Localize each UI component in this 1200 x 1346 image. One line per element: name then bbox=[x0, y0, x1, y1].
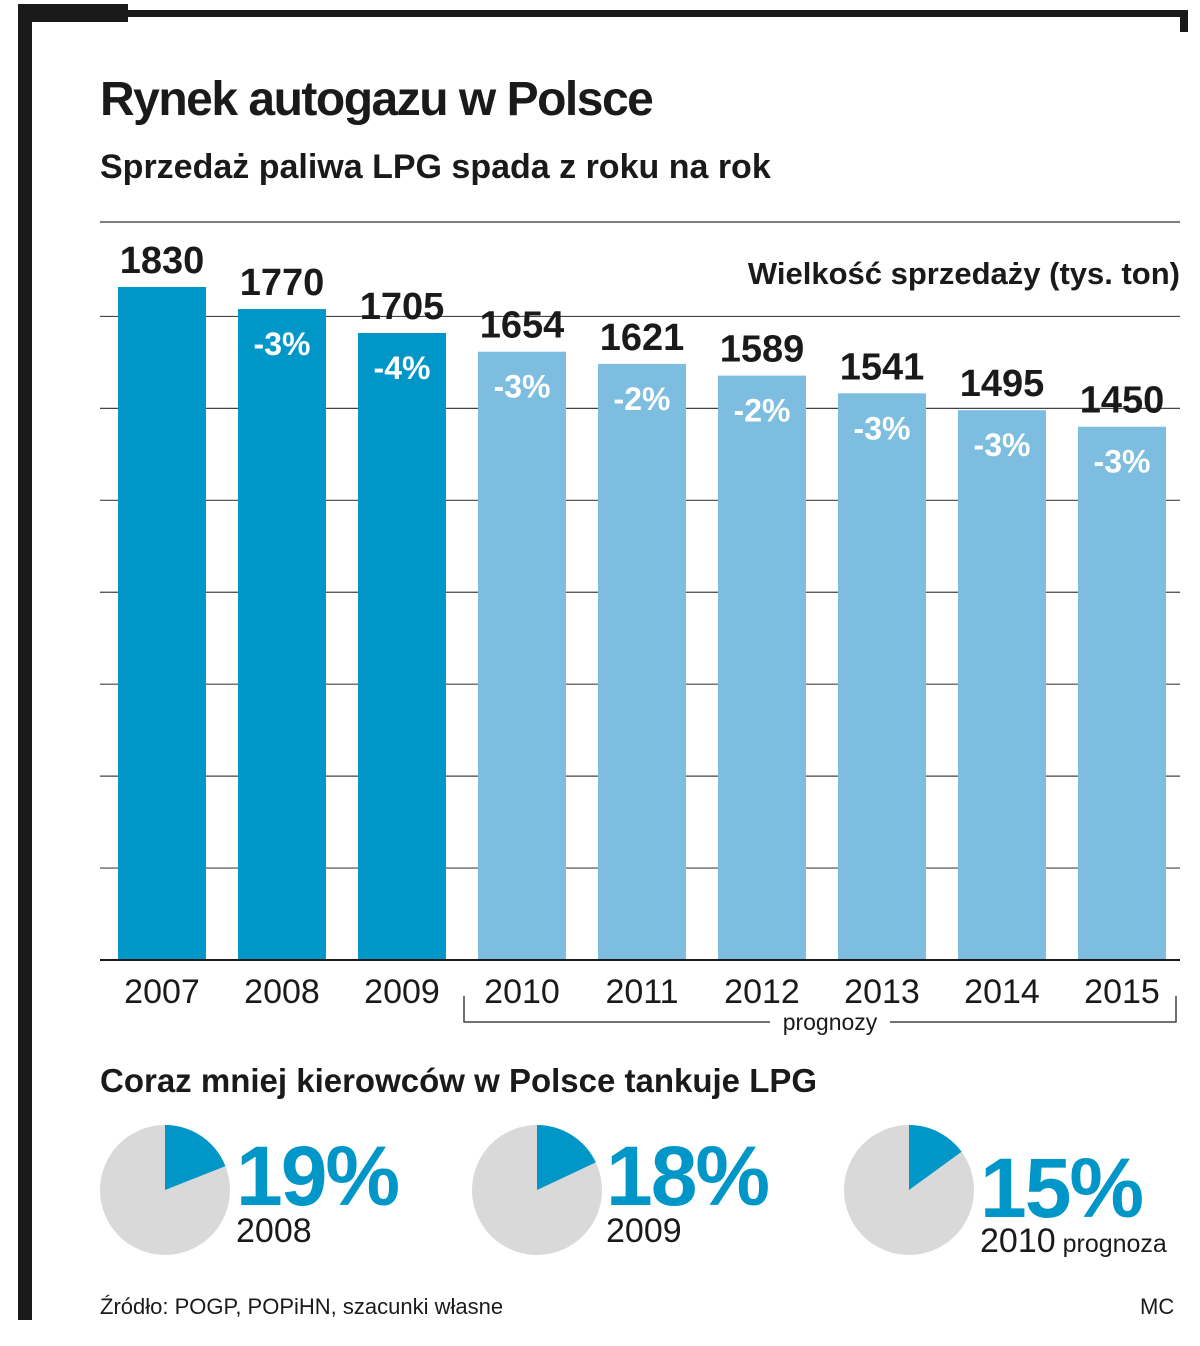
change-label-2015: -3% bbox=[1094, 444, 1151, 480]
pie-year-2009: 2009 bbox=[606, 1212, 682, 1251]
page-title: Rynek autogazu w Polsce bbox=[100, 73, 654, 126]
bar-2011 bbox=[598, 363, 686, 960]
pie-2008 bbox=[100, 1125, 230, 1255]
pie-note: prognoza bbox=[1055, 1230, 1167, 1258]
pie-year-text: 2009 bbox=[606, 1212, 682, 1250]
bar-2007 bbox=[118, 287, 206, 960]
change-label-2012: -2% bbox=[734, 393, 791, 429]
value-label-2010: 1654 bbox=[480, 305, 565, 347]
pie-slice-2008 bbox=[165, 1125, 226, 1190]
change-label-2010: -3% bbox=[494, 369, 551, 405]
bar-2014 bbox=[958, 410, 1046, 960]
frame-corner bbox=[18, 4, 128, 22]
pie-slice-2009 bbox=[537, 1125, 596, 1190]
x-tick-2015: 2015 bbox=[1084, 973, 1160, 1011]
x-tick-2007: 2007 bbox=[124, 973, 200, 1011]
pie-2009 bbox=[472, 1125, 602, 1255]
value-label-2009: 1705 bbox=[360, 286, 445, 328]
source-note: Źródło: POGP, POPiHN, szacunki własne bbox=[100, 1294, 504, 1319]
x-tick-2012: 2012 bbox=[724, 973, 800, 1011]
pie-2010 bbox=[844, 1125, 974, 1255]
change-label-2013: -3% bbox=[854, 410, 911, 446]
frame-top-rule bbox=[18, 10, 1188, 17]
value-label-2008: 1770 bbox=[240, 262, 325, 304]
pie-percent-2009: 18% bbox=[606, 1129, 770, 1223]
bar-2012 bbox=[718, 375, 806, 960]
y-axis-label: Wielkość sprzedaży (tys. ton) bbox=[748, 256, 1180, 291]
x-tick-2011: 2011 bbox=[605, 973, 678, 1011]
x-tick-2014: 2014 bbox=[964, 973, 1040, 1011]
frame-right-tick bbox=[1180, 10, 1188, 32]
value-label-2013: 1541 bbox=[840, 346, 925, 388]
value-label-2014: 1495 bbox=[960, 363, 1045, 405]
pie-percent-2008: 19% bbox=[236, 1129, 400, 1223]
value-label-2011: 1621 bbox=[600, 317, 685, 359]
change-label-2009: -4% bbox=[374, 350, 431, 386]
value-label-2007: 1830 bbox=[120, 240, 205, 282]
forecast-label: prognozy bbox=[783, 1009, 878, 1035]
bar-2015 bbox=[1078, 426, 1166, 960]
x-tick-2009: 2009 bbox=[364, 973, 440, 1011]
pie-year-2008: 2008 bbox=[236, 1212, 312, 1251]
forecast-label-bg bbox=[770, 1008, 890, 1036]
change-label-2011: -2% bbox=[614, 381, 671, 417]
page-subtitle: Sprzedaż paliwa LPG spada z roku na rok bbox=[100, 148, 771, 186]
bar-2009 bbox=[358, 332, 446, 960]
pie-year-2010: 2010 prognoza bbox=[980, 1222, 1167, 1261]
bar-2010 bbox=[478, 351, 566, 960]
change-label-2014: -3% bbox=[974, 427, 1031, 463]
bar-2008 bbox=[238, 309, 326, 961]
pie-year-text: 2008 bbox=[236, 1212, 312, 1250]
x-tick-2008: 2008 bbox=[244, 973, 320, 1011]
change-label-2008: -3% bbox=[254, 326, 311, 362]
frame-left-rule bbox=[18, 10, 32, 1320]
x-tick-2013: 2013 bbox=[844, 973, 920, 1011]
pie-slice-2010 bbox=[909, 1125, 962, 1190]
author-credit: MC bbox=[1140, 1294, 1175, 1319]
bar-2013 bbox=[838, 393, 926, 961]
pie-section-title: Coraz mniej kierowców w Polsce tankuje L… bbox=[100, 1062, 818, 1099]
pie-year-text: 2010 bbox=[980, 1222, 1056, 1260]
x-tick-2010: 2010 bbox=[484, 973, 560, 1011]
pie-percent-2010: 15% bbox=[980, 1141, 1144, 1235]
value-label-2012: 1589 bbox=[720, 329, 805, 371]
value-label-2015: 1450 bbox=[1080, 380, 1165, 422]
